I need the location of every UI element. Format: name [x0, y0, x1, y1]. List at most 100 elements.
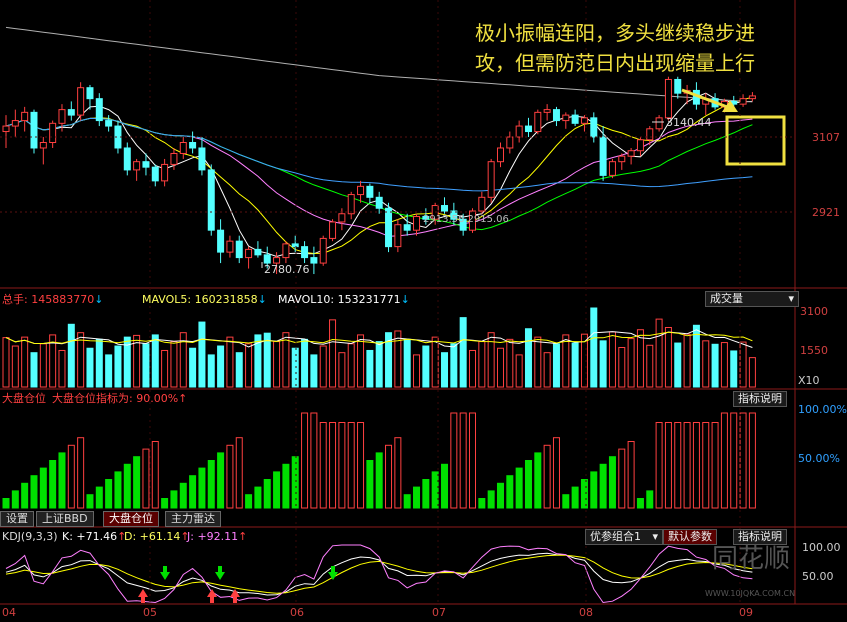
volume-bar	[170, 341, 178, 388]
volume-bar	[49, 334, 57, 388]
position-bar	[114, 471, 122, 509]
volume-bar	[142, 343, 150, 388]
position-title: 大盘仓位	[2, 392, 46, 405]
position-help-button[interactable]: 指标说明	[733, 391, 787, 407]
sell-signal-icon	[215, 572, 225, 580]
position-bar	[711, 422, 719, 509]
kdj-help-button[interactable]: 指标说明	[733, 529, 787, 545]
position-bar	[77, 437, 85, 509]
volume-y-label-3100: 3100	[800, 305, 828, 318]
position-bar	[254, 486, 262, 509]
volume-bar	[524, 328, 532, 388]
kdj-k-value: K: +71.46	[62, 530, 118, 543]
buy-signal-icon	[138, 589, 148, 597]
position-bar	[720, 412, 728, 509]
position-bar	[478, 498, 486, 509]
candle-body	[403, 224, 411, 231]
candle-body	[524, 125, 532, 133]
position-indicator-value: 大盘仓位指标为: 90.00%	[52, 392, 179, 405]
volume-bar	[627, 338, 635, 388]
candle-body	[394, 224, 402, 248]
param-select[interactable]: 优参组合1 ▾	[585, 529, 663, 545]
buy-signal-icon	[230, 589, 240, 597]
candle-body	[21, 111, 29, 122]
tab-market-position[interactable]: 大盘仓位	[103, 511, 159, 527]
position-panel	[2, 412, 756, 509]
position-bar	[226, 444, 234, 509]
candle-body	[11, 120, 19, 127]
position-bar	[422, 479, 430, 509]
kdj-d-label: D: +61.14↑	[124, 530, 190, 543]
candle-body	[608, 161, 616, 176]
candle-body	[263, 254, 271, 264]
candle-body	[375, 196, 383, 209]
kdj-j-line	[5, 544, 753, 604]
candle-body	[105, 120, 113, 127]
position-bar	[496, 482, 504, 509]
candle-body	[319, 237, 327, 264]
volume-bar	[590, 307, 598, 388]
price-y-label-3107: 3107	[812, 131, 840, 144]
position-bar	[58, 452, 66, 509]
volume-selector[interactable]: 成交量 ▾	[705, 291, 799, 307]
volume-bar	[692, 324, 700, 388]
position-bar	[142, 448, 150, 509]
candle-body	[580, 117, 588, 124]
volume-bar	[198, 321, 206, 388]
position-bar	[133, 456, 141, 509]
position-bar	[245, 494, 253, 509]
position-bar	[95, 486, 103, 509]
position-bar	[207, 460, 215, 509]
kdj-k-label: K: +71.46↑	[62, 530, 126, 543]
volume-bar	[235, 352, 243, 388]
candle-body	[385, 207, 393, 248]
tab-settings[interactable]: 设置	[0, 511, 34, 527]
volume-bar	[105, 354, 113, 388]
candle-body	[450, 210, 458, 220]
volume-bar	[151, 334, 159, 388]
candle-body	[179, 142, 187, 154]
volume-bar	[77, 332, 85, 388]
watermark-brand: 同花顺	[712, 544, 791, 574]
volume-bar	[30, 352, 38, 388]
position-bar	[123, 463, 131, 509]
position-bar	[543, 444, 551, 509]
position-indicator: 大盘仓位指标为: 90.00%↑	[52, 392, 187, 405]
position-bar	[273, 471, 281, 509]
tab-main-radar[interactable]: 主力雷达	[165, 511, 221, 527]
position-bar	[646, 490, 654, 509]
volume-bar	[413, 354, 421, 388]
candle-body	[207, 169, 215, 231]
highlight-arrow-line	[681, 88, 731, 110]
candle-body	[459, 218, 467, 231]
mavol5-value: MAVOL5: 160231858	[142, 293, 258, 306]
low-marker: 2780.76	[264, 263, 310, 276]
volume-bar	[11, 345, 19, 388]
chevron-down-icon: ▾	[652, 530, 658, 543]
mavol10-arrow: ↓	[400, 293, 410, 306]
volume-bar	[114, 345, 122, 388]
candle-body	[30, 111, 38, 149]
tab-bbd[interactable]: 上证BBD	[36, 511, 94, 527]
candle-body	[254, 248, 262, 256]
position-bar	[161, 498, 169, 509]
annotation-line-2: 攻，但需防范日内出现缩量上行	[475, 51, 755, 75]
candle-body	[273, 257, 281, 264]
volume-bar	[338, 352, 346, 388]
default-params-button[interactable]: 默认参数	[663, 529, 717, 545]
buy-signal-stem	[210, 597, 214, 603]
volume-bar	[123, 336, 131, 388]
candle-body	[552, 109, 560, 122]
volume-bar	[646, 344, 654, 388]
candle-body	[664, 78, 672, 119]
position-bar	[515, 467, 523, 509]
candle-body	[562, 114, 570, 122]
candle-body	[534, 111, 542, 133]
candle-body	[2, 125, 10, 133]
candle-body	[636, 139, 644, 152]
position-bar	[235, 437, 243, 509]
position-bar	[67, 444, 75, 509]
param-select-label: 优参组合1	[590, 530, 641, 543]
